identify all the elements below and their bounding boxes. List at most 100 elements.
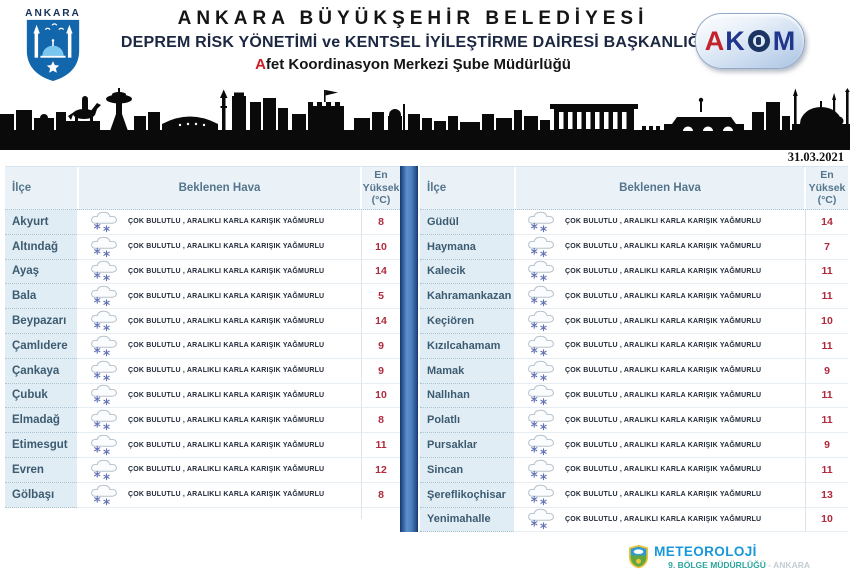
max-temp-value: 12 bbox=[362, 457, 400, 483]
cloud-snow-icon bbox=[91, 211, 117, 233]
district-name: Nallıhan bbox=[420, 383, 516, 409]
weather-cell: ÇOK BULUTLU , ARALIKLI KARLA KARIŞIK YAĞ… bbox=[516, 234, 806, 260]
temp-header-line: En bbox=[374, 169, 388, 182]
max-temp-value: 9 bbox=[806, 433, 848, 458]
forecast-table-right: İlçe Beklenen Hava En Yüksek (°C) Güdül … bbox=[420, 166, 848, 533]
district-name: Beypazarı bbox=[5, 309, 79, 334]
district-name: Haymana bbox=[420, 234, 516, 260]
unit-title-initial: A bbox=[255, 56, 266, 73]
max-temp-value: 11 bbox=[362, 433, 400, 458]
weather-cell: ÇOK BULUTLU , ARALIKLI KARLA KARIŞIK YAĞ… bbox=[516, 457, 806, 483]
column-header-weather: Beklenen Hava bbox=[516, 167, 806, 209]
meteorology-text: METEOROLOJİ 9. BÖLGE MÜDÜRLÜĞÜ - ANKARA bbox=[654, 544, 810, 570]
table-row: Nallıhan ÇOK BULUTLU , ARALIKLI KARLA KA… bbox=[420, 383, 848, 409]
meteorology-region: 9. BÖLGE MÜDÜRLÜĞÜ bbox=[668, 560, 766, 570]
max-temp-value: 10 bbox=[362, 234, 400, 260]
weather-description: ÇOK BULUTLU , ARALIKLI KARLA KARIŞIK YAĞ… bbox=[565, 292, 762, 300]
cloud-snow-icon bbox=[91, 360, 117, 381]
weather-cell: ÇOK BULUTLU , ARALIKLI KARLA KARIŞIK YAĞ… bbox=[516, 408, 806, 434]
column-header-district: İlçe bbox=[5, 167, 79, 209]
max-temp-value: 8 bbox=[362, 482, 400, 508]
table-row: Elmadağ ÇOK BULUTLU , ARALIKLI KARLA KAR… bbox=[5, 408, 400, 434]
cloud-snow-icon bbox=[528, 484, 554, 505]
district-name: Polatlı bbox=[420, 408, 516, 434]
district-name: Mamak bbox=[420, 358, 516, 384]
ankara-shield-icon: ANKARA bbox=[25, 8, 80, 81]
weather-cell: ÇOK BULUTLU , ARALIKLI KARLA KARIŞIK YAĞ… bbox=[516, 259, 806, 285]
empty-row bbox=[5, 507, 400, 519]
table-row: Çamlıdere ÇOK BULUTLU , ARALIKLI KARLA K… bbox=[5, 333, 400, 359]
weather-description: ÇOK BULUTLU , ARALIKLI KARLA KARIŞIK YAĞ… bbox=[128, 218, 325, 226]
max-temp-value: 10 bbox=[806, 507, 848, 533]
weather-description: ÇOK BULUTLU , ARALIKLI KARLA KARIŞIK YAĞ… bbox=[128, 466, 325, 474]
table-body: Akyurt ÇOK BULUTLU , ARALIKLI KARLA KARI… bbox=[5, 210, 400, 508]
weather-cell: ÇOK BULUTLU , ARALIKLI KARLA KARIŞIK YAĞ… bbox=[79, 284, 362, 310]
akom-letter-m: M bbox=[772, 25, 796, 56]
weather-cell: ÇOK BULUTLU , ARALIKLI KARLA KARIŞIK YAĞ… bbox=[516, 482, 806, 508]
table-row: Haymana ÇOK BULUTLU , ARALIKLI KARLA KAR… bbox=[420, 234, 848, 260]
meteorology-shield-icon bbox=[629, 544, 649, 569]
district-name: Kızılcahamam bbox=[420, 333, 516, 359]
column-header-temp: En Yüksek (°C) bbox=[362, 167, 400, 209]
cloud-snow-icon bbox=[91, 335, 117, 357]
table-body: Güdül ÇOK BULUTLU , ARALIKLI KARLA KARIŞ… bbox=[420, 210, 848, 533]
weather-cell: ÇOK BULUTLU , ARALIKLI KARLA KARIŞIK YAĞ… bbox=[516, 210, 806, 235]
max-temp-value: 9 bbox=[806, 358, 848, 384]
district-name: Akyurt bbox=[5, 210, 79, 235]
weather-cell: ÇOK BULUTLU , ARALIKLI KARLA KARIŞIK YAĞ… bbox=[79, 333, 362, 359]
district-name: Kahramankazan bbox=[420, 284, 516, 310]
weather-description: ÇOK BULUTLU , ARALIKLI KARLA KARIŞIK YAĞ… bbox=[128, 441, 325, 449]
weather-cell: ÇOK BULUTLU , ARALIKLI KARLA KARIŞIK YAĞ… bbox=[516, 333, 806, 359]
unit-title: Afet Koordinasyon Merkezi Şube Müdürlüğü bbox=[118, 56, 708, 73]
weather-description: ÇOK BULUTLU , ARALIKLI KARLA KARIŞIK YAĞ… bbox=[565, 416, 762, 424]
district-name: Güdül bbox=[420, 210, 516, 235]
max-temp-value: 14 bbox=[806, 210, 848, 235]
district-name: Şereflikoçhisar bbox=[420, 482, 516, 508]
cloud-snow-icon bbox=[528, 509, 554, 530]
table-row: Kalecik ÇOK BULUTLU , ARALIKLI KARLA KAR… bbox=[420, 259, 848, 285]
weather-description: ÇOK BULUTLU , ARALIKLI KARLA KARIŞIK YAĞ… bbox=[128, 342, 325, 350]
weather-cell: ÇOK BULUTLU , ARALIKLI KARLA KARIŞIK YAĞ… bbox=[79, 358, 362, 384]
meteorology-org-name: METEOROLOJİ bbox=[654, 544, 757, 559]
cloud-snow-icon bbox=[91, 310, 117, 332]
district-name: Ayaş bbox=[5, 259, 79, 285]
bulletin-date: 31.03.2021 bbox=[787, 150, 844, 164]
max-temp-value: 11 bbox=[806, 408, 848, 434]
table-row: Güdül ÇOK BULUTLU , ARALIKLI KARLA KARIŞ… bbox=[420, 210, 848, 235]
district-name: Elmadağ bbox=[5, 408, 79, 434]
table-row: Pursaklar ÇOK BULUTLU , ARALIKLI KARLA K… bbox=[420, 433, 848, 458]
table-row: Çankaya ÇOK BULUTLU , ARALIKLI KARLA KAR… bbox=[5, 358, 400, 384]
weather-cell: ÇOK BULUTLU , ARALIKLI KARLA KARIŞIK YAĞ… bbox=[516, 358, 806, 384]
max-temp-value: 7 bbox=[806, 234, 848, 260]
akom-o-ring-icon bbox=[747, 30, 770, 52]
max-temp-value: 11 bbox=[806, 457, 848, 483]
cloud-snow-icon bbox=[528, 360, 554, 381]
weather-description: ÇOK BULUTLU , ARALIKLI KARLA KARIŞIK YAĞ… bbox=[565, 491, 762, 499]
max-temp-value: 11 bbox=[806, 259, 848, 285]
weather-cell: ÇOK BULUTLU , ARALIKLI KARLA KARIŞIK YAĞ… bbox=[516, 507, 806, 533]
table-row: Sincan ÇOK BULUTLU , ARALIKLI KARLA KARI… bbox=[420, 457, 848, 483]
weather-cell: ÇOK BULUTLU , ARALIKLI KARLA KARIŞIK YAĞ… bbox=[516, 383, 806, 409]
cloud-snow-icon bbox=[528, 385, 554, 406]
table-divider-bar bbox=[400, 166, 418, 532]
max-temp-value: 14 bbox=[362, 259, 400, 285]
max-temp-value: 11 bbox=[806, 383, 848, 409]
district-name: Çankaya bbox=[5, 358, 79, 384]
table-row: Etimesgut ÇOK BULUTLU , ARALIKLI KARLA K… bbox=[5, 433, 400, 458]
akom-letter-a: A bbox=[704, 25, 725, 56]
cloud-snow-icon bbox=[528, 335, 554, 357]
district-name: Pursaklar bbox=[420, 433, 516, 458]
table-row: Yenimahalle ÇOK BULUTLU , ARALIKLI KARLA… bbox=[420, 507, 848, 533]
org-title: ANKARA BÜYÜKŞEHİR BELEDİYESİ bbox=[177, 8, 649, 29]
weather-description: ÇOK BULUTLU , ARALIKLI KARLA KARIŞIK YAĞ… bbox=[128, 367, 325, 375]
table-row: Keçiören ÇOK BULUTLU , ARALIKLI KARLA KA… bbox=[420, 309, 848, 334]
weather-description: ÇOK BULUTLU , ARALIKLI KARLA KARIŞIK YAĞ… bbox=[128, 243, 325, 251]
cloud-snow-icon bbox=[528, 211, 554, 233]
weather-cell: ÇOK BULUTLU , ARALIKLI KARLA KARIŞIK YAĞ… bbox=[79, 259, 362, 285]
weather-description: ÇOK BULUTLU , ARALIKLI KARLA KARIŞIK YAĞ… bbox=[565, 515, 762, 523]
district-name: Yenimahalle bbox=[420, 507, 516, 533]
cloud-snow-icon bbox=[91, 484, 117, 505]
weather-description: ÇOK BULUTLU , ARALIKLI KARLA KARIŞIK YAĞ… bbox=[565, 317, 762, 325]
table-row: Evren ÇOK BULUTLU , ARALIKLI KARLA KARIŞ… bbox=[5, 457, 400, 483]
